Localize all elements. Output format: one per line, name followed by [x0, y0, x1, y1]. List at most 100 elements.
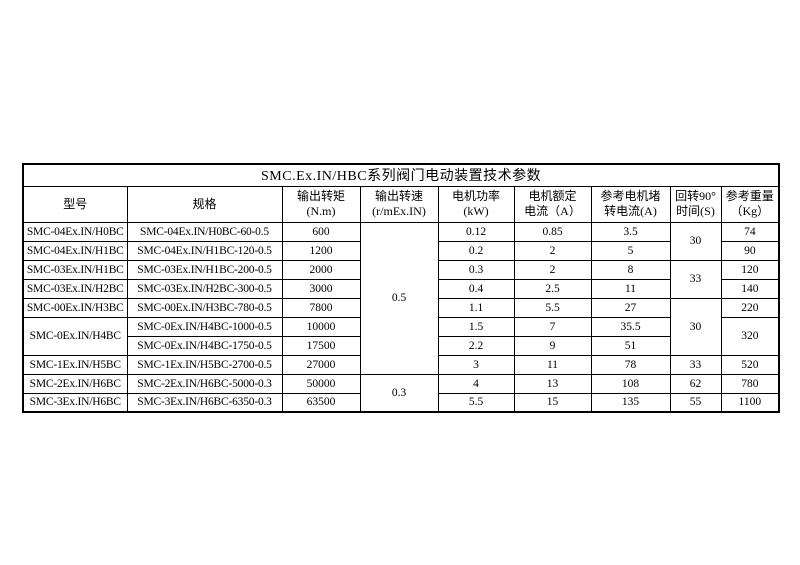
header-line: 回转90° [675, 189, 716, 203]
table-row: SMC-2Ex.IN/H6BC SMC-2Ex.IN/H6BC-5000-0.3… [22, 373, 780, 413]
header-turn-time: 回转90° 时间(S) [669, 185, 722, 223]
cell-speed: 0.3 [359, 373, 439, 413]
cell-model: SMC-00Ex.IN/H3BC [22, 297, 128, 318]
cell-spec: SMC-2Ex.IN/H6BC-5000-0.3 [126, 373, 283, 394]
cell-torque: 27000 [281, 354, 361, 375]
cell-stall-current: 11 [590, 278, 671, 299]
header-rated-current: 电机额定 电流（A） [513, 185, 592, 223]
cell-weight: 140 [720, 278, 780, 299]
cell-rated-current: 2 [513, 240, 592, 261]
header-line: 电机额定 [528, 189, 577, 203]
cell-spec: SMC-1Ex.IN/H5BC-2700-0.5 [126, 354, 283, 375]
cell-power: 0.4 [437, 278, 515, 299]
cell-weight: 780 [720, 373, 780, 394]
cell-stall-current: 135 [590, 392, 671, 413]
cell-stall-current: 5 [590, 240, 671, 261]
cell-time: 62 [669, 373, 722, 394]
cell-model: SMC-3Ex.IN/H6BC [22, 392, 128, 413]
cell-spec: SMC-04Ex.IN/H1BC-120-0.5 [126, 240, 283, 261]
cell-spec: SMC-0Ex.IN/H4BC-1750-0.5 [126, 335, 283, 356]
table-row: SMC-00Ex.IN/H3BC SMC-00Ex.IN/H3BC-780-0.… [22, 297, 780, 356]
header-line: 转电流(A) [604, 204, 657, 218]
cell-torque: 7800 [281, 297, 361, 318]
cell-model: SMC-04Ex.IN/H0BC [22, 221, 128, 242]
header-line: 电机功率 [451, 189, 500, 203]
cell-weight: 220 [720, 297, 780, 318]
cell-stall-current: 108 [590, 373, 671, 394]
cell-rated-current: 0.85 [513, 221, 592, 242]
cell-weight: 90 [720, 240, 780, 261]
header-line: 规格 [192, 196, 217, 211]
table-title-row: SMC.Ex.IN/HBC系列阀门电动装置技术参数 [22, 163, 780, 187]
cell-speed: 0.5 [359, 221, 439, 375]
cell-power: 4 [437, 373, 515, 394]
table-row: SMC-03Ex.IN/H2BC SMC-03Ex.IN/H2BC-300-0.… [22, 278, 780, 299]
header-model: 型号 [22, 185, 128, 223]
cell-model: SMC-0Ex.IN/H4BC [22, 316, 128, 356]
cell-torque: 600 [281, 221, 361, 242]
cell-rated-current: 7 [513, 316, 592, 337]
cell-power: 2.2 [437, 335, 515, 356]
cell-time: 33 [669, 354, 722, 375]
cell-spec: SMC-03Ex.IN/H2BC-300-0.5 [126, 278, 283, 299]
cell-rated-current: 2.5 [513, 278, 592, 299]
cell-power: 1.1 [437, 297, 515, 318]
cell-stall-current: 8 [590, 259, 671, 280]
cell-model: SMC-04Ex.IN/H1BC [22, 240, 128, 261]
header-line: 参考重量 [725, 189, 774, 203]
cell-spec: SMC-3Ex.IN/H6BC-6350-0.3 [126, 392, 283, 413]
cell-model: SMC-2Ex.IN/H6BC [22, 373, 128, 394]
table-row: SMC-0Ex.IN/H4BC-1750-0.5 17500 2.2 9 51 [23, 335, 779, 356]
header-spec: 规格 [126, 185, 283, 223]
cell-spec: SMC-04Ex.IN/H0BC-60-0.5 [126, 221, 283, 242]
table-title: SMC.Ex.IN/HBC系列阀门电动装置技术参数 [22, 163, 780, 187]
header-line: (N.m) [306, 204, 336, 218]
cell-model: SMC-1Ex.IN/H5BC [22, 354, 128, 375]
cell-power: 0.3 [437, 259, 515, 280]
header-output-speed: 输出转速 (r/mEx.IN) [359, 185, 439, 223]
cell-power: 3 [437, 354, 515, 375]
cell-weight: 74 [720, 221, 780, 242]
cell-weight: 120 [720, 259, 780, 280]
cell-spec: SMC-00Ex.IN/H3BC-780-0.5 [126, 297, 283, 318]
table-row: SMC-04Ex.IN/H0BC SMC-04Ex.IN/H0BC-60-0.5… [22, 221, 780, 375]
header-line: (kW) [463, 204, 489, 218]
cell-torque: 50000 [281, 373, 361, 394]
cell-weight: 1100 [720, 392, 780, 413]
cell-rated-current: 2 [513, 259, 592, 280]
cell-torque: 3000 [281, 278, 361, 299]
table-header-row: 型号 规格 输出转矩 (N.m) 输出转速 (r/mEx.IN) 电机功率 (kW) … [22, 185, 780, 223]
cell-torque: 10000 [281, 316, 361, 337]
cell-power: 5.5 [437, 392, 515, 413]
header-stall-current: 参考电机堵 转电流(A) [590, 185, 671, 223]
header-weight: 参考重量 （Kg） [720, 185, 780, 223]
cell-stall-current: 27 [590, 297, 671, 318]
parameters-table: SMC.Ex.IN/HBC系列阀门电动装置技术参数 型号 规格 输出转矩 (N.m… [22, 163, 781, 413]
header-motor-power: 电机功率 (kW) [437, 185, 515, 223]
cell-power: 0.12 [437, 221, 515, 242]
cell-power: 1.5 [437, 316, 515, 337]
cell-rated-current: 5.5 [513, 297, 592, 318]
cell-stall-current: 3.5 [590, 221, 671, 242]
header-line: (r/mEx.IN) [372, 204, 426, 218]
table-row: SMC-3Ex.IN/H6BC SMC-3Ex.IN/H6BC-6350-0.3… [22, 392, 780, 413]
header-line: 参考电机堵 [600, 189, 661, 203]
header-output-torque: 输出转矩 (N.m) [281, 185, 361, 223]
cell-torque: 17500 [281, 335, 361, 356]
cell-power: 0.2 [437, 240, 515, 261]
cell-spec: SMC-0Ex.IN/H4BC-1000-0.5 [126, 316, 283, 337]
cell-model: SMC-03Ex.IN/H2BC [22, 278, 128, 299]
cell-torque: 2000 [281, 259, 361, 280]
cell-time: 33 [669, 259, 722, 299]
header-line: 时间(S) [676, 204, 715, 218]
cell-stall-current: 51 [590, 335, 671, 356]
cell-rated-current: 11 [513, 354, 592, 375]
header-line: 输出转速 [374, 189, 423, 203]
header-line: （Kg） [730, 204, 770, 218]
header-line: 型号 [63, 196, 88, 211]
cell-torque: 63500 [281, 392, 361, 413]
cell-time: 30 [669, 221, 722, 261]
cell-time: 30 [669, 297, 722, 356]
cell-weight: 520 [720, 354, 780, 375]
